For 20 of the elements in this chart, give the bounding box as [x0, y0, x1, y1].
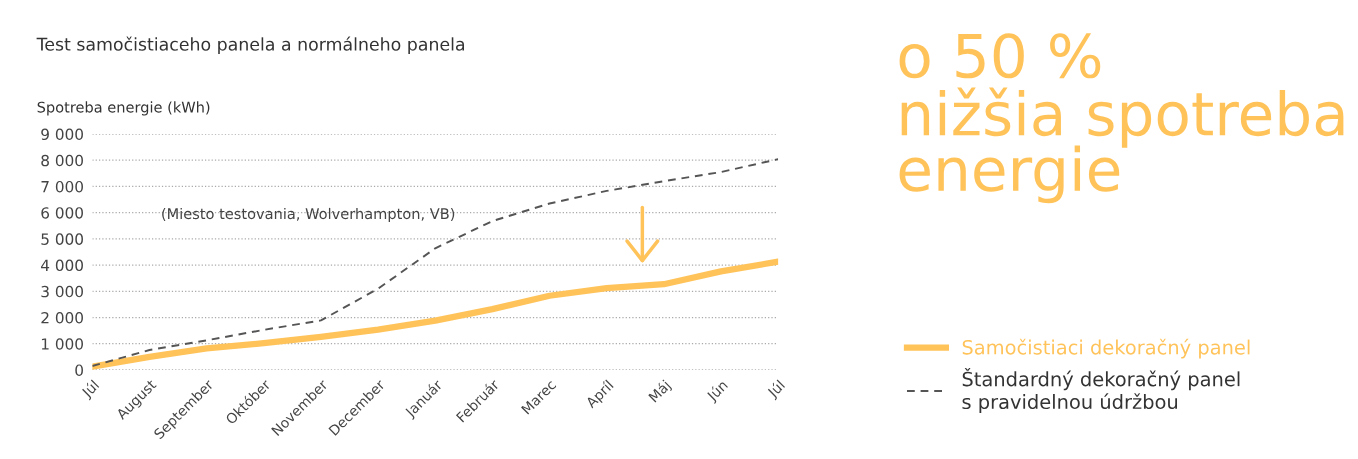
y-tick-label: 9 000 [41, 128, 83, 141]
y-tick-label: 7 000 [41, 180, 83, 193]
y-tick-label: 8 000 [41, 154, 83, 167]
y-tick-label: 1 000 [41, 338, 83, 350]
x-tick-label: Júl [765, 379, 787, 401]
legend-label: Štandardný dekoračný panel s pravidelnou údržbou [962, 368, 1240, 413]
annotation: (Miesto testovania, Wolverhampton, VB) [162, 207, 455, 222]
y-tick-label: 2 000 [41, 311, 83, 324]
y-axis-title: Spotreba energie (kWh) [37, 101, 210, 116]
y-tick-label: 5 000 [41, 233, 83, 245]
y-tick-label: 0 [75, 364, 83, 376]
legend-label: Samočistiaci dekoračný panel [962, 338, 1250, 359]
x-tick-label: Jún [705, 379, 730, 404]
y-tick-label: 4 000 [41, 259, 83, 272]
y-tick-label: 6 000 [41, 207, 83, 219]
text: o 50 % nižšia spotreba energie [899, 33, 1344, 204]
y-tick-label: 3 000 [41, 285, 83, 298]
line-series [92, 158, 779, 367]
x-tick-label: Júl [79, 379, 102, 401]
chart-title: Test samočistiaceho panela a normálneho panela [36, 36, 465, 55]
